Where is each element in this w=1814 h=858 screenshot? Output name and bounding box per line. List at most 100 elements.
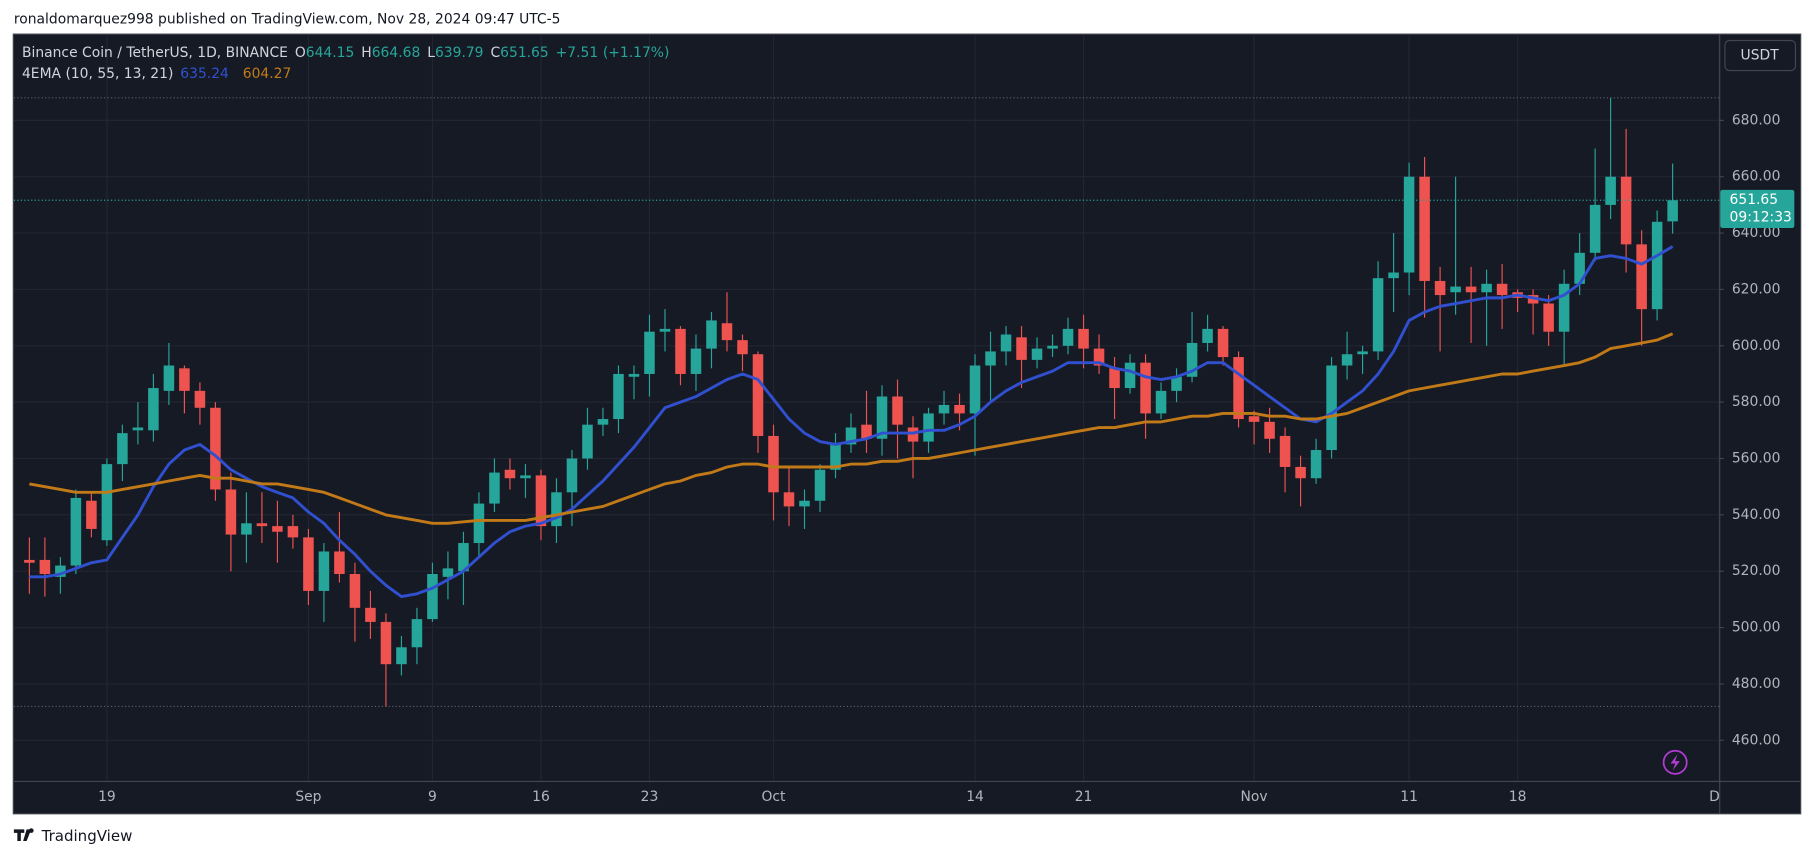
ohlc-value: 651.65 (500, 45, 549, 61)
candle-body (845, 427, 857, 445)
candle-body (783, 492, 795, 507)
ohlc-letter: L (427, 45, 435, 61)
candle-body (380, 621, 392, 665)
candle-body (706, 320, 717, 349)
candle-body (582, 424, 593, 459)
ohlc-value: 644.15 (306, 45, 355, 61)
last-price-label: 651.65 (1730, 192, 1779, 208)
candle-body (163, 365, 175, 391)
candle-body (1574, 252, 1585, 284)
candle-body (1372, 278, 1384, 352)
candle-body (1465, 286, 1477, 293)
change-value: +7.51 (556, 45, 599, 61)
candle-body (1651, 221, 1663, 310)
alert-icon[interactable] (1662, 749, 1688, 775)
ema-line (29, 245, 1674, 599)
brand-name: TradingView (41, 827, 133, 845)
indicator-value: 604.27 (243, 66, 292, 82)
publisher-line: ronaldomarquez998 published on TradingVi… (14, 12, 561, 28)
candle-body (520, 475, 531, 479)
chart-frame (12, 33, 1802, 815)
candle-body (194, 390, 206, 408)
y-tick-label: 580.00 (1732, 394, 1781, 410)
candle-body (210, 407, 221, 490)
x-tick-label: Nov (1241, 789, 1268, 805)
candle-body (954, 404, 965, 414)
x-tick-label: 19 (98, 789, 116, 805)
candle-body (659, 328, 671, 332)
candle-body (597, 419, 609, 425)
candle-body (1434, 280, 1446, 296)
candle-body (1419, 176, 1430, 281)
candle-body (1403, 176, 1415, 273)
candle-body (1667, 200, 1678, 222)
candle-body (1202, 328, 1213, 343)
candle-body (473, 503, 485, 544)
grid (13, 34, 1720, 781)
x-tick-label: 23 (641, 789, 659, 805)
candle-body (1636, 244, 1647, 310)
candle-body (644, 331, 655, 374)
candle-body (1279, 435, 1291, 467)
candle-body (814, 469, 826, 501)
y-tick-label: 680.00 (1732, 112, 1781, 128)
candle-body (117, 433, 128, 465)
candle-body (876, 396, 888, 439)
y-tick-label: 540.00 (1732, 507, 1781, 523)
legend: Binance Coin / TetherUS, 1D, BINANCE O 644… (22, 45, 669, 82)
candle-body (1000, 334, 1012, 352)
currency-label: USDT (1741, 48, 1780, 64)
candle-body (39, 559, 51, 575)
candle-body (1140, 362, 1151, 414)
legend-title: Binance Coin / TetherUS, 1D, BINANCE (22, 45, 288, 61)
countdown-label: 09:12:33 (1730, 210, 1792, 226)
x-tick-label: Oct (761, 789, 786, 805)
candle-body (132, 427, 144, 431)
candle-body (1543, 303, 1554, 332)
candle-body (737, 340, 748, 355)
currency-button[interactable] (1724, 39, 1797, 72)
candle-body (1233, 357, 1244, 420)
candle-body (272, 526, 283, 532)
candle-body (768, 435, 779, 493)
candle-body (1093, 348, 1105, 366)
ohlc-letter: H (361, 45, 371, 61)
ema-line (29, 332, 1674, 525)
alert-bolt (1670, 754, 1680, 771)
candle-body (1357, 351, 1368, 355)
candle-body (349, 574, 361, 608)
candle-body (1326, 365, 1337, 451)
candle-body (969, 365, 981, 414)
candle-body (318, 551, 330, 591)
candle-body (1217, 328, 1229, 358)
x-tick-label: Sep (295, 789, 321, 805)
y-tick-label: 660.00 (1732, 169, 1781, 185)
ohlc-letter: O (295, 45, 306, 61)
candle-body (690, 348, 702, 374)
candle-body (1589, 204, 1601, 253)
candle-body (70, 497, 82, 566)
candle-body (179, 368, 190, 391)
x-tick-label: 21 (1075, 789, 1093, 805)
candle-body (1031, 348, 1043, 360)
candle-body (1496, 283, 1508, 296)
y-tick-label: 620.00 (1732, 281, 1781, 297)
candle-body (628, 373, 640, 377)
indicator-value: 635.24 (180, 66, 229, 82)
candle-body (1016, 337, 1027, 360)
candle-body (1310, 450, 1322, 479)
candle-body (1558, 283, 1570, 332)
candle-body (365, 607, 376, 622)
candle-body (1248, 416, 1260, 422)
candle-body (442, 568, 454, 577)
candle-body (1047, 345, 1058, 349)
candle-body (489, 472, 500, 504)
candle-body (1186, 342, 1198, 377)
candle-body (287, 526, 299, 538)
candle-body (1078, 328, 1089, 349)
x-tick-label: 11 (1400, 789, 1418, 805)
candle-body (411, 619, 423, 648)
candle-body (799, 500, 810, 507)
y-tick-label: 480.00 (1732, 676, 1781, 692)
